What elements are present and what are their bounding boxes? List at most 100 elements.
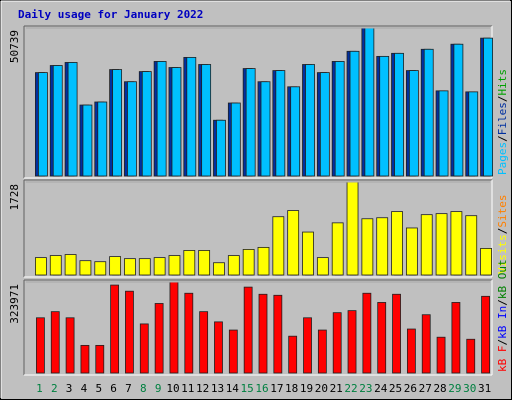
x-tick-label: 27	[419, 382, 432, 395]
bar	[156, 61, 167, 177]
bar	[438, 90, 449, 177]
x-tick-label: 17	[270, 382, 283, 395]
legend-separator: /	[496, 339, 509, 346]
legend-separator: /	[496, 96, 509, 103]
bar	[394, 52, 404, 177]
bar	[214, 321, 223, 374]
x-tick-label: 6	[110, 382, 117, 395]
x-tick-label: 3	[66, 382, 73, 395]
legend: kB F/kB In/kB Out	[496, 259, 509, 372]
x-tick-label: 14	[226, 382, 240, 395]
bar	[154, 303, 164, 374]
bar	[95, 344, 105, 374]
bar	[199, 311, 209, 374]
bar	[242, 249, 255, 276]
bar	[52, 65, 63, 177]
bar	[435, 213, 448, 276]
bar	[408, 70, 419, 177]
bar	[49, 255, 62, 276]
bar	[125, 290, 134, 374]
legend-entry: Pages	[496, 142, 509, 175]
bar	[421, 314, 431, 374]
x-tick-label: 9	[155, 382, 162, 395]
bar	[303, 317, 312, 374]
x-tick-label: 19	[300, 382, 313, 395]
bar	[377, 302, 387, 374]
bar	[35, 257, 47, 276]
bar	[50, 311, 60, 374]
x-tick-label: 31	[478, 382, 491, 395]
x-tick-label: 30	[463, 382, 476, 395]
bar	[79, 260, 92, 276]
legend-entry: kB In	[496, 306, 509, 339]
y-tick-label: 1728	[8, 184, 21, 211]
x-tick-label: 18	[285, 382, 298, 395]
bar	[228, 329, 238, 374]
bar	[272, 216, 285, 276]
bar	[171, 67, 182, 177]
bar	[316, 257, 329, 276]
bar	[420, 214, 433, 276]
bar	[260, 81, 271, 177]
x-tick-label: 10	[166, 382, 179, 395]
x-tick-label: 21	[330, 382, 343, 395]
bar	[391, 211, 403, 276]
bar	[406, 328, 416, 374]
legend-entry: Hits	[496, 69, 509, 96]
bar	[331, 222, 344, 276]
bar	[186, 56, 197, 177]
x-tick-label: 23	[359, 382, 372, 395]
bar	[257, 246, 270, 276]
x-tick-label: 4	[81, 382, 88, 395]
bar	[465, 215, 478, 276]
bar	[483, 37, 493, 177]
bar	[245, 68, 256, 177]
bar	[138, 258, 151, 276]
bar	[451, 302, 461, 374]
bar	[216, 119, 226, 177]
bar	[258, 293, 268, 374]
bar	[317, 329, 327, 374]
x-tick-label: 15	[241, 382, 254, 395]
bar	[480, 248, 492, 276]
y-tick-label: 323971	[8, 284, 21, 324]
legend-separator: /	[496, 135, 509, 142]
x-tick-label: 16	[255, 382, 268, 395]
x-tick-label: 2	[51, 382, 58, 395]
bar	[436, 336, 446, 374]
legend-separator: /	[496, 299, 509, 306]
bar	[80, 344, 90, 374]
bar	[230, 102, 241, 177]
bar	[273, 294, 283, 374]
x-tick-label: 12	[196, 382, 209, 395]
bar	[466, 338, 476, 374]
legend-entry: Sites	[496, 195, 509, 228]
bar	[349, 50, 360, 177]
legend: Pages/Files/Hits	[496, 69, 509, 175]
legend-separator: /	[496, 228, 509, 235]
x-tick-label: 8	[140, 382, 147, 395]
x-tick-label: 26	[404, 382, 417, 395]
bar	[213, 262, 225, 276]
bar	[347, 310, 357, 374]
bar	[468, 91, 479, 177]
bar	[288, 335, 298, 374]
x-tick-label: 5	[95, 382, 102, 395]
bar	[346, 181, 359, 276]
bar	[184, 292, 194, 374]
bar	[112, 69, 123, 177]
bar	[287, 210, 300, 276]
bar	[332, 312, 342, 374]
panel	[24, 280, 492, 375]
bar	[109, 256, 122, 276]
bar	[183, 250, 196, 276]
bar	[64, 254, 77, 276]
bar	[97, 101, 108, 177]
x-tick-label: 13	[211, 382, 224, 395]
bar	[364, 27, 375, 177]
bar	[405, 227, 418, 276]
x-tick-label: 24	[374, 382, 388, 395]
bar	[110, 284, 120, 374]
bar	[127, 81, 137, 177]
